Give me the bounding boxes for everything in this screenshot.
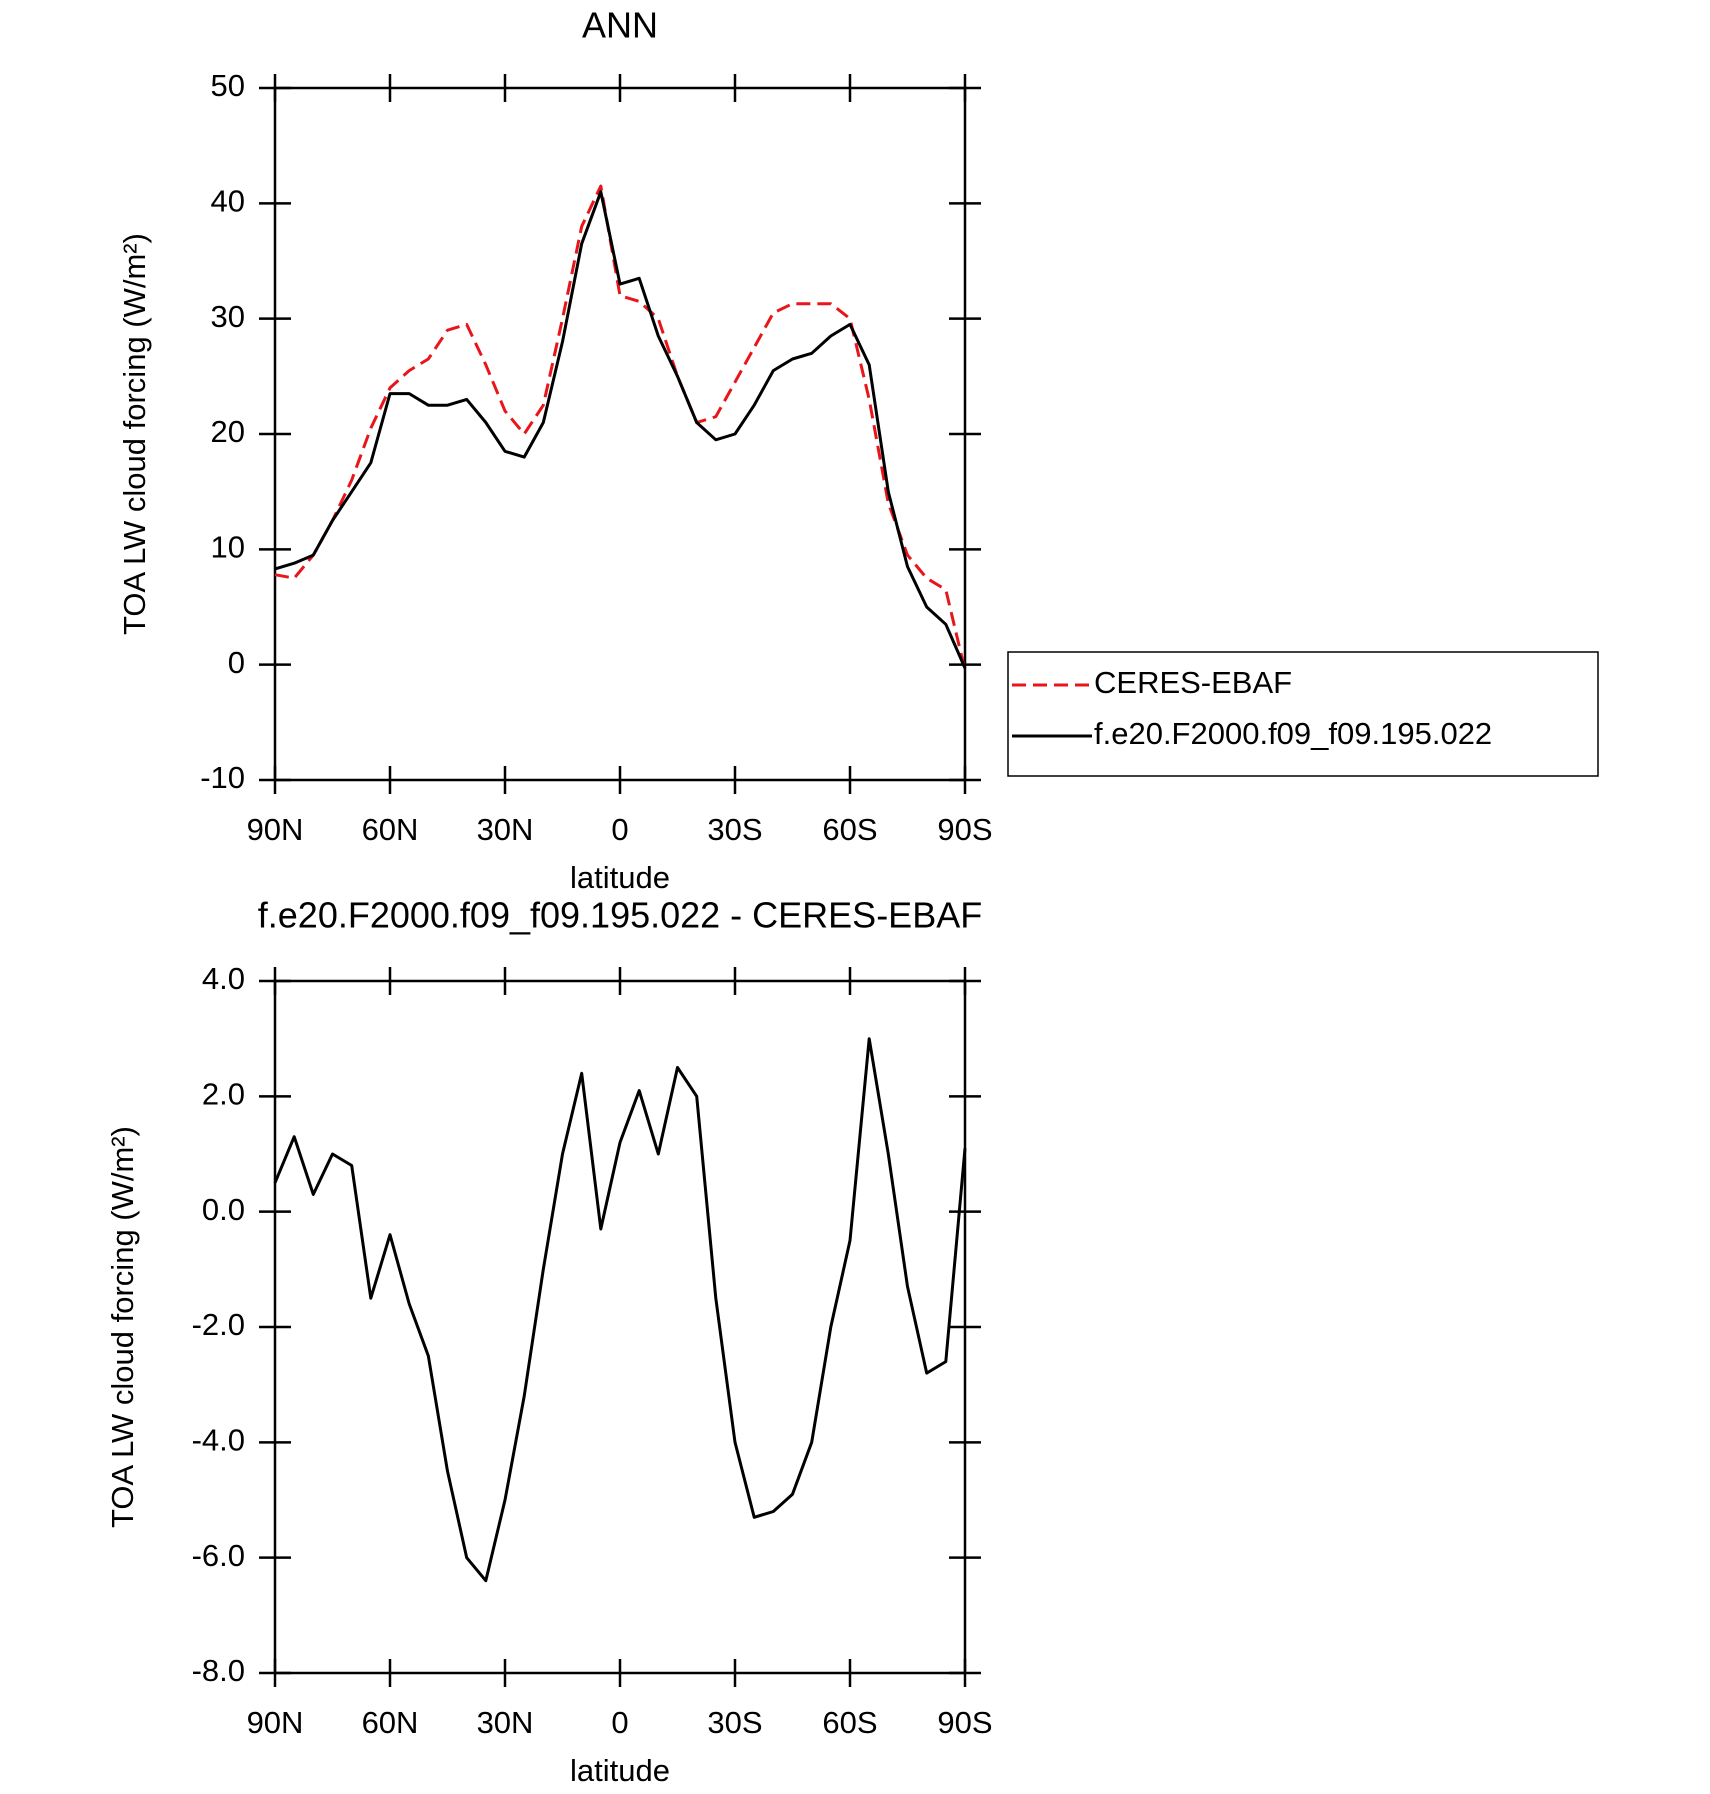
data-line [274,184,967,671]
x-tick-label: 0 [611,1705,628,1740]
data-line [274,190,967,669]
y-tick-label: -2.0 [192,1307,245,1342]
legend-label: CERES-EBAF [1094,665,1292,700]
y-tick-label: 4.0 [202,961,245,996]
x-tick-label: 30N [477,812,534,847]
y-tick-label: -4.0 [192,1423,245,1458]
x-tick-label: 60S [822,1705,877,1740]
data-line [273,1037,967,1583]
y-tick-label: 10 [211,530,245,565]
x-tick-label: 90N [247,812,304,847]
y-axis-label: TOA LW cloud forcing (W/m²) [117,233,152,635]
y-tick-label: 20 [211,414,245,449]
legend-label: f.e20.F2000.f09_f09.195.022 [1094,716,1492,751]
x-tick-label: 0 [611,812,628,847]
chart-title: ANN [582,5,658,46]
x-tick-label: 60N [362,1705,419,1740]
y-tick-label: -8.0 [192,1653,245,1688]
y-tick-label: -10 [200,760,245,795]
y-tick-label: 2.0 [202,1077,245,1112]
x-tick-label: 60N [362,812,419,847]
x-tick-label: 90N [247,1705,304,1740]
y-tick-label: -6.0 [192,1538,245,1573]
y-tick-label: 30 [211,299,245,334]
y-axis-label: TOA LW cloud forcing (W/m²) [105,1126,140,1528]
plot-frame [273,979,967,1675]
x-axis-label: latitude [570,1753,670,1788]
x-tick-label: 90S [937,1705,992,1740]
x-tick-label: 60S [822,812,877,847]
x-tick-label: 30N [477,1705,534,1740]
x-axis-label: latitude [570,860,670,895]
x-tick-label: 90S [937,812,992,847]
x-tick-label: 30S [707,1705,762,1740]
y-tick-label: 0 [228,645,245,680]
legend-box [1007,651,1599,777]
y-tick-label: 50 [211,68,245,103]
y-tick-label: 40 [211,184,245,219]
x-tick-label: 30S [707,812,762,847]
plot-frame [273,86,967,782]
chart-title: f.e20.F2000.f09_f09.195.022 - CERES-EBAF [258,895,982,936]
y-tick-label: 0.0 [202,1192,245,1227]
